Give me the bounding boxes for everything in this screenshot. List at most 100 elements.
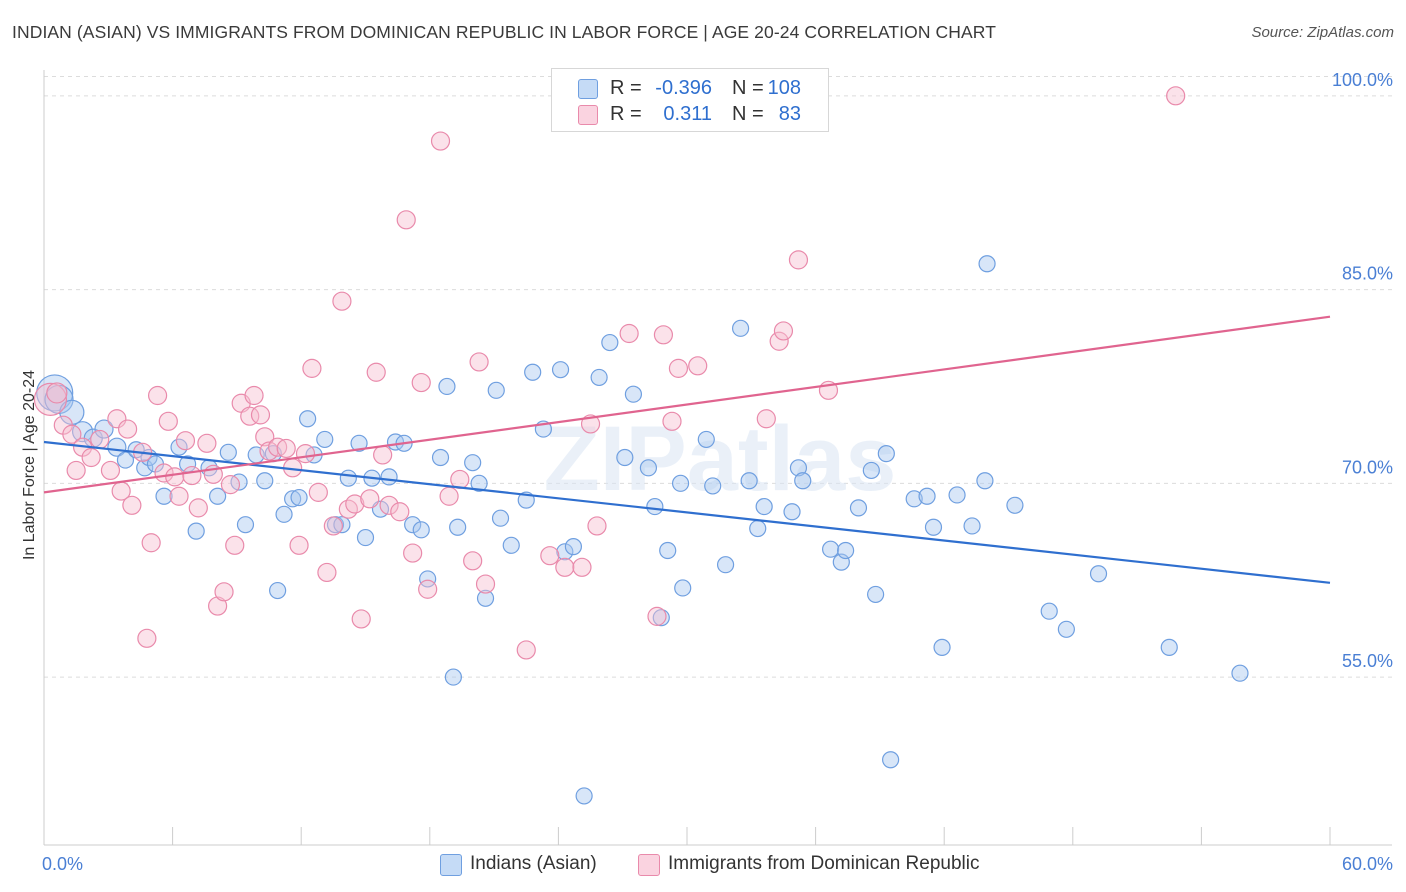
indians-asian-point xyxy=(284,490,302,508)
y-tick-label: 100.0% xyxy=(1332,70,1393,90)
dominican-republic-point xyxy=(769,331,789,351)
dominican-republic-point xyxy=(276,438,296,459)
indians-asian-point xyxy=(350,434,368,452)
y-tick-label: 55.0% xyxy=(1342,651,1393,671)
dominican-republic-point xyxy=(244,385,264,406)
indians-asian-point xyxy=(1006,496,1024,514)
indians-asian-point xyxy=(187,522,205,540)
dominican-republic-point xyxy=(379,495,399,515)
indians-asian-point xyxy=(575,787,593,805)
dominican-republic-point xyxy=(66,460,86,481)
dominican-republic-point xyxy=(360,489,380,509)
indians-asian-point xyxy=(339,469,357,487)
dominican-republic-point xyxy=(182,465,202,486)
indians-asian-point xyxy=(438,377,456,396)
dominican-republic-point xyxy=(619,323,639,344)
indians-asian-point xyxy=(740,472,758,490)
legend-n-label: N = xyxy=(732,103,764,125)
indians-asian-point xyxy=(476,589,495,607)
indians-asian-point xyxy=(978,255,996,273)
y-axis-label: In Labor Force | Age 20-24 xyxy=(21,370,38,560)
dominican-republic-point xyxy=(662,411,682,431)
legend-n-label: N = xyxy=(732,77,764,99)
indians-asian-point xyxy=(107,437,127,457)
indians-asian-point xyxy=(933,638,951,656)
indians-asian-point xyxy=(783,503,801,521)
indians-asian-point xyxy=(639,459,658,477)
dominican-republic-point xyxy=(572,557,592,577)
indians-asian-point xyxy=(924,518,943,536)
dominican-republic-point xyxy=(647,606,667,626)
indians-asian-point xyxy=(419,570,437,588)
dominican-republic-point xyxy=(81,447,101,468)
indians-asian-point xyxy=(256,472,274,490)
indians-asian-point xyxy=(837,541,855,560)
dominican-republic-point xyxy=(390,502,410,522)
indians-asian-point xyxy=(155,487,173,505)
indians-asian-point xyxy=(116,451,135,469)
indians-asian-point xyxy=(601,333,619,352)
watermark: ZIPatlas xyxy=(544,408,897,510)
indians-asian-point xyxy=(316,430,334,449)
indians-asian-point xyxy=(1160,638,1178,656)
indians-asian-point xyxy=(1231,664,1249,682)
dominican-republic-point xyxy=(396,210,416,230)
dominican-republic-point xyxy=(756,409,776,429)
dominican-republic-point xyxy=(46,382,68,404)
indians-asian-point xyxy=(380,468,398,486)
indians-asian-point xyxy=(356,528,375,547)
indians-asian-point xyxy=(431,448,450,467)
indians-asian-point xyxy=(564,538,583,556)
dominican-republic-point xyxy=(208,596,228,616)
dominican-republic-point xyxy=(373,445,393,465)
legend-swatch-blue xyxy=(578,79,598,99)
chart-title: INDIAN (ASIAN) VS IMMIGRANTS FROM DOMINI… xyxy=(12,22,997,42)
indians-asian-point xyxy=(697,430,715,449)
dominican-republic-point xyxy=(165,467,185,487)
dominican-republic-point xyxy=(463,551,483,571)
indians-asian-point xyxy=(551,361,570,379)
dominican-republic-point xyxy=(439,486,459,506)
indians-asian-point xyxy=(976,472,994,490)
indians-asian-point xyxy=(794,472,812,490)
indians-asian-point xyxy=(236,516,255,534)
dominican-republic-point xyxy=(158,411,178,431)
series-dominican-republic xyxy=(33,86,1186,660)
indians-asian-point xyxy=(674,579,692,597)
indians-asian-point xyxy=(659,541,677,560)
dominican-republic-point xyxy=(788,250,809,270)
indians-asian-point xyxy=(1089,565,1108,583)
dominican-republic-point xyxy=(332,291,352,311)
indians-asian-point xyxy=(444,668,462,686)
dominican-republic-point xyxy=(411,372,431,393)
indians-asian-point xyxy=(716,556,735,574)
dominican-republic-point xyxy=(295,444,316,464)
axes xyxy=(43,70,1392,846)
indians-asian-point xyxy=(755,497,773,516)
indians-asian-point xyxy=(404,516,422,534)
dominican-republic-point xyxy=(475,574,496,594)
legend-swatch-blue xyxy=(440,854,462,876)
dominican-republic-point xyxy=(653,325,674,345)
trend-line-dominican xyxy=(43,315,1331,494)
dominican-republic-point xyxy=(688,356,708,376)
indians-asian-point xyxy=(219,443,237,461)
indians-asian-point xyxy=(905,490,923,508)
dominican-republic-point xyxy=(214,582,234,602)
legend-r-value: -0.396 xyxy=(655,77,712,99)
indians-asian-point xyxy=(877,445,895,463)
indians-asian-point xyxy=(671,474,690,492)
legend-n-value: 108 xyxy=(767,77,801,99)
indians-asian-point xyxy=(749,519,767,538)
dominican-republic-point xyxy=(137,628,157,648)
dominican-republic-point xyxy=(62,424,82,444)
indians-asian-point xyxy=(867,585,885,604)
indians-asian-point xyxy=(918,487,936,505)
dominican-republic-point xyxy=(469,352,489,372)
indians-asian-point xyxy=(704,477,722,495)
x-tick-label: 0.0% xyxy=(42,854,83,874)
indians-asian-point xyxy=(299,410,317,428)
dominican-republic-point xyxy=(366,362,386,382)
legend-row-dominican: R = 0.311 N = 83 xyxy=(552,101,828,127)
dominican-republic-point xyxy=(516,640,536,660)
